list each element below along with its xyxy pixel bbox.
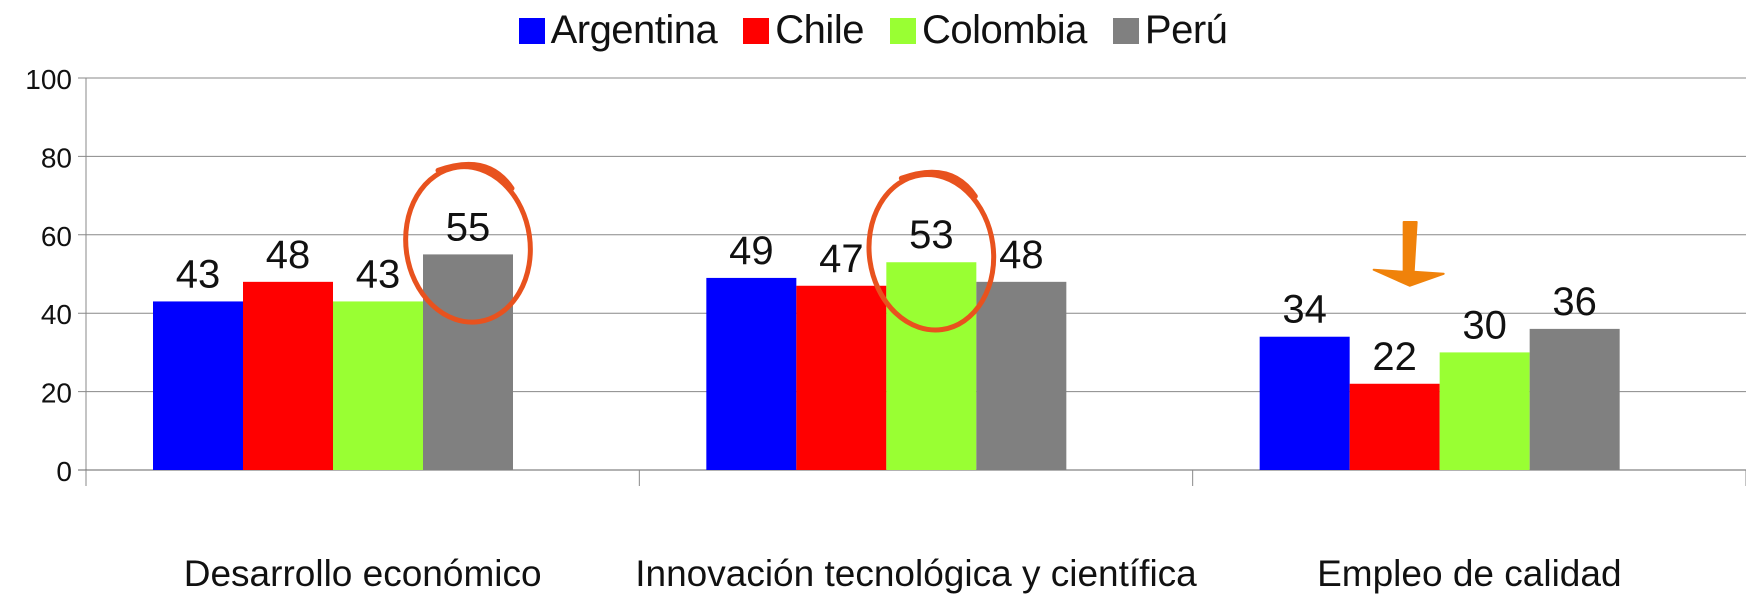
data-label: 34: [1282, 288, 1327, 332]
legend-swatch: [889, 17, 916, 44]
annotations: [403, 161, 1445, 333]
highlight-circle-stroke: [435, 161, 515, 191]
highlight-circle-stroke: [898, 169, 978, 199]
data-label: 48: [266, 233, 311, 277]
legend-swatch: [1112, 17, 1139, 44]
y-tick-label: 80: [41, 142, 72, 173]
data-labels: 43 48 43 55 49 47 53 48 34 22 30 36: [176, 205, 1597, 378]
x-axis-labels: Desarrollo económico Innovación tecnológi…: [184, 553, 1622, 594]
bars: [153, 254, 1620, 470]
data-label: 43: [176, 252, 221, 296]
data-label: 36: [1552, 280, 1597, 324]
legend-item-peru: Perú: [1112, 8, 1228, 53]
chart-legend: Argentina Chile Colombia Perú: [0, 8, 1746, 53]
data-label: 53: [909, 213, 954, 257]
legend-swatch: [518, 17, 545, 44]
y-tick-label: 60: [41, 221, 72, 252]
legend-item-colombia: Colombia: [889, 8, 1087, 53]
legend-label: Colombia: [921, 8, 1087, 52]
data-label: 22: [1372, 335, 1417, 379]
y-tick-label: 100: [25, 64, 72, 95]
bar-chile-innovacion-tecnologica-y-cientifica: [796, 285, 887, 470]
bar-peru-desarrollo-economico: [423, 254, 513, 470]
data-label: 55: [446, 205, 491, 249]
bar-colombia-empleo-de-calidad: [1439, 352, 1530, 470]
legend-item-argentina: Argentina: [518, 8, 718, 53]
bar-colombia-innovacion-tecnologica-y-cientifica: [886, 262, 977, 470]
data-label: 49: [729, 229, 774, 273]
bar-peru-empleo-de-calidad: [1529, 328, 1620, 470]
data-label: 30: [1462, 303, 1507, 347]
bar-chile-empleo-de-calidad: [1349, 383, 1440, 470]
bar-argentina-desarrollo-economico: [153, 301, 243, 470]
x-category-label: Empleo de calidad: [1317, 553, 1621, 594]
down-arrow-icon: [1372, 221, 1445, 287]
y-axis-ticks: 0 20 40 60 80 100: [25, 64, 72, 487]
data-label: 48: [999, 233, 1044, 277]
legend-label: Chile: [775, 8, 864, 52]
data-label: 47: [819, 237, 864, 281]
bar-argentina-innovacion-tecnologica-y-cientifica: [706, 277, 797, 470]
y-tick-label: 20: [41, 378, 72, 409]
data-label: 43: [356, 252, 401, 296]
bar-argentina-empleo-de-calidad: [1259, 336, 1350, 470]
legend-label: Argentina: [550, 8, 718, 52]
x-category-label: Desarrollo económico: [184, 553, 542, 594]
bar-peru-innovacion-tecnologica-y-cientifica: [976, 281, 1067, 470]
bar-chile-desarrollo-economico: [243, 281, 333, 470]
x-category-label: Innovación tecnológica y científica: [635, 553, 1197, 594]
legend-label: Perú: [1144, 8, 1228, 52]
bar-colombia-desarrollo-economico: [333, 301, 423, 470]
y-tick-label: 0: [56, 456, 72, 487]
y-tick-label: 40: [41, 299, 72, 330]
legend-swatch: [743, 17, 770, 44]
legend-item-chile: Chile: [743, 8, 864, 53]
